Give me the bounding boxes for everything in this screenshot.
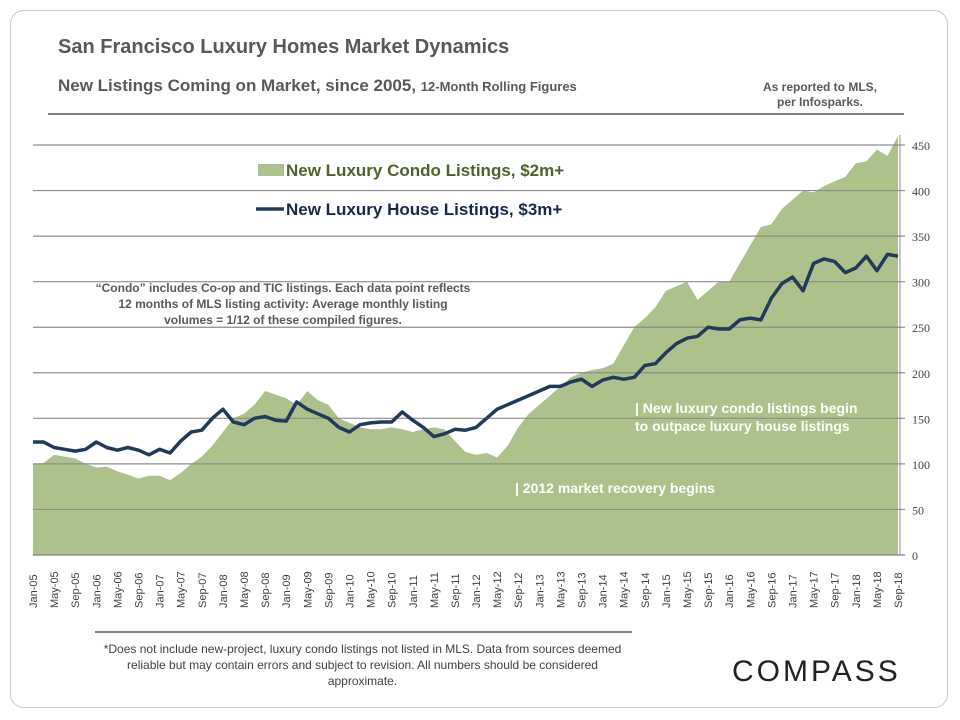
x-tick-label: Sep-14 [640, 573, 652, 608]
x-tick-label: May-06 [112, 571, 124, 608]
x-tick-label: May-12 [492, 571, 504, 608]
house-line [33, 252, 899, 457]
y-tick-label: 450 [912, 139, 930, 153]
x-tick-label: Sep-12 [513, 573, 525, 608]
annotation-condo-outpace-1: | New luxury condo listings begin [635, 400, 858, 416]
x-tick-label: Sep-10 [387, 573, 399, 608]
x-tick-label: May-07 [176, 571, 188, 608]
y-tick-label: 400 [912, 185, 930, 199]
x-tick-label: May-05 [49, 571, 61, 608]
x-tick-label: Jan-14 [598, 574, 610, 608]
x-tick-label: May-13 [555, 571, 567, 608]
x-tick-label: Sep-16 [766, 573, 778, 608]
y-tick-label: 50 [912, 503, 924, 517]
x-tick-label: May-09 [302, 571, 314, 608]
y-tick-label: 350 [912, 230, 930, 244]
x-tick-label: Jan-17 [788, 574, 800, 608]
x-tick-label: Jan-08 [218, 574, 230, 608]
x-tick-label: Jan-13 [534, 574, 546, 608]
annotation-condo-outpace-2: to outpace luxury house listings [635, 418, 850, 434]
footer-divider [95, 631, 632, 633]
x-tick-label: Jan-16 [724, 574, 736, 608]
legend-label-house: New Luxury House Listings, $3m+ [286, 200, 562, 219]
y-tick-label: 100 [912, 458, 930, 472]
x-tick-label: Jan-15 [661, 574, 673, 608]
x-tick-label: Sep-09 [323, 573, 335, 608]
x-tick-label: May-10 [366, 571, 378, 608]
source-note: As reported to MLS, per Infosparks. [740, 80, 900, 110]
x-tick-label: Jan-12 [471, 574, 483, 608]
subtitle-main: New Listings Coming on Market, since 200… [58, 76, 417, 95]
x-tick-label: Jan-18 [851, 574, 863, 608]
y-tick-label: 200 [912, 367, 930, 381]
footnote: *Does not include new-project, luxury co… [103, 642, 622, 688]
x-tick-label: Sep-18 [893, 573, 905, 608]
x-tick-label: Jan-11 [408, 575, 420, 608]
x-tick-label: Jan-06 [91, 574, 103, 608]
x-tick-label: May-11 [429, 572, 441, 608]
x-tick-label: May-18 [872, 571, 884, 608]
x-tick-label: May-08 [239, 571, 251, 608]
legend-swatch-condo [258, 164, 284, 176]
x-tick-label: Sep-07 [197, 573, 209, 608]
x-tick-label: Sep-17 [830, 573, 842, 608]
y-tick-label: 250 [912, 321, 930, 335]
source-line-1: As reported to MLS, [762, 80, 877, 94]
y-tick-label: 150 [912, 412, 930, 426]
x-tick-label: Sep-15 [703, 573, 715, 608]
x-tick-label: Jan-07 [155, 574, 167, 608]
x-tick-label: Jan-09 [281, 574, 293, 608]
x-tick-label: Sep-08 [260, 573, 272, 608]
x-tick-label: Sep-05 [70, 573, 82, 608]
x-tick-label: Jan-05 [28, 574, 40, 608]
annotation-2012-recovery: | 2012 market recovery begins [515, 480, 715, 496]
x-tick-label: Sep-06 [133, 573, 145, 608]
x-tick-label: May-14 [619, 571, 631, 608]
legend-label-condo: New Luxury Condo Listings, $2m+ [286, 161, 564, 180]
slide-frame [10, 10, 948, 708]
x-tick-label: May-15 [682, 571, 694, 608]
y-tick-label: 300 [912, 276, 930, 290]
compass-logo: COMPASS [732, 655, 901, 688]
source-line-2: per Infosparks. [776, 95, 864, 109]
x-tick-label: Jan-10 [344, 574, 356, 608]
condo-area [33, 135, 898, 555]
x-tick-label: Sep-11 [450, 573, 462, 608]
condo-note: “Condo” includes Co-op and TIC listings.… [96, 281, 471, 327]
y-tick-label: 0 [912, 549, 918, 563]
x-tick-label: Sep-13 [577, 573, 589, 608]
x-tick-label: May-17 [809, 571, 821, 608]
page-title: San Francisco Luxury Homes Market Dynami… [58, 36, 510, 58]
chart-subtitle: New Listings Coming on Market, since 200… [58, 76, 577, 96]
header-divider [48, 113, 904, 115]
x-tick-label: May-16 [745, 571, 757, 608]
subtitle-small: 12-Month Rolling Figures [420, 79, 577, 94]
